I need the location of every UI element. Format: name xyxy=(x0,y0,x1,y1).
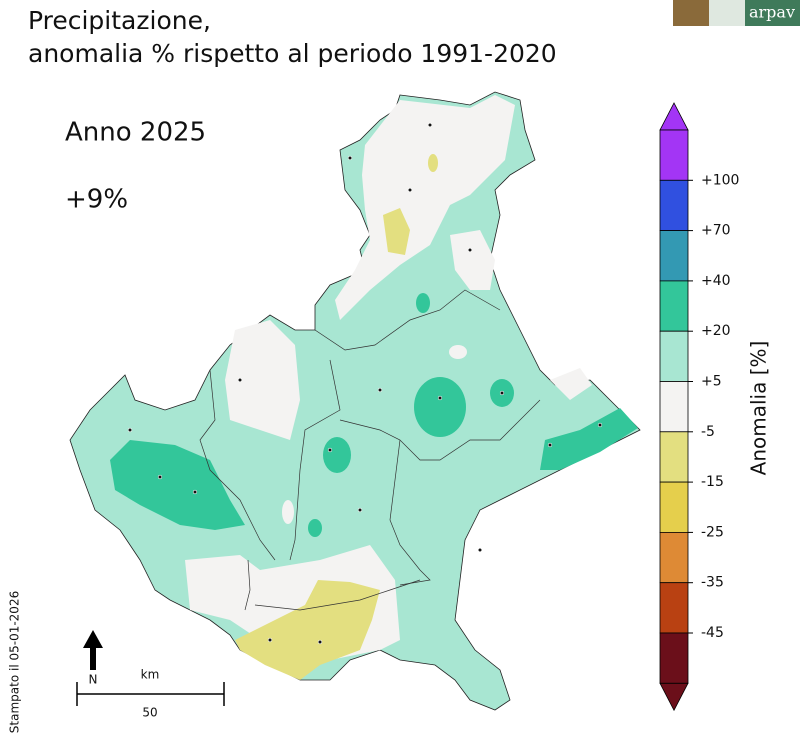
colorbar-bin xyxy=(659,582,689,634)
colorbar-bin xyxy=(659,381,689,433)
colorbar-tick-label: -25 xyxy=(701,524,724,540)
logo-text: arpav xyxy=(749,3,795,22)
colorbar-bin xyxy=(659,280,689,332)
year-label: Anno 2025 xyxy=(65,118,206,148)
colorbar-bin xyxy=(659,632,689,684)
subtitle: anomalia % rispetto al periodo 1991-2020 xyxy=(28,39,557,68)
colorbar-tick-label: -35 xyxy=(701,575,724,591)
colorbar-tick-label: +100 xyxy=(701,172,739,188)
print-date: Stampato il 05-01-2026 xyxy=(8,591,22,733)
north-arrow: N xyxy=(83,630,103,687)
scale-unit: km xyxy=(141,668,160,682)
colorbar-bin xyxy=(659,330,689,382)
colorbar-bin xyxy=(659,230,689,282)
north-label: N xyxy=(89,673,98,687)
region-map xyxy=(69,91,641,711)
colorbar: +100 +70 +40 +20 +5 -5 -15 -25 -35 -45 xyxy=(659,102,739,712)
colorbar-extend-bottom xyxy=(659,682,689,712)
colorbar-tick-label: +70 xyxy=(701,223,731,239)
scale-distance: 50 xyxy=(142,706,157,720)
colorbar-bin xyxy=(659,532,689,584)
title: Precipitazione, xyxy=(28,6,211,35)
colorbar-tick-label: -5 xyxy=(701,424,715,440)
colorbar-bin xyxy=(659,431,689,483)
colorbar-tick-label: -45 xyxy=(701,625,724,641)
mean-anomaly: +9% xyxy=(65,185,128,215)
colorbar-tick-label: +20 xyxy=(701,323,731,339)
colorbar-bin xyxy=(659,129,689,181)
logo: arpav xyxy=(673,0,800,26)
colorbar-bin xyxy=(659,179,689,232)
colorbar-extend-top xyxy=(659,102,689,131)
colorbar-tick-label: +5 xyxy=(701,374,722,390)
colorbar-bin xyxy=(659,481,689,533)
scale-bar xyxy=(76,682,225,706)
colorbar-tick-label: -15 xyxy=(701,474,724,490)
colorbar-tick-label: +40 xyxy=(701,273,731,289)
colorbar-label: Anomalia [%] xyxy=(747,341,771,476)
